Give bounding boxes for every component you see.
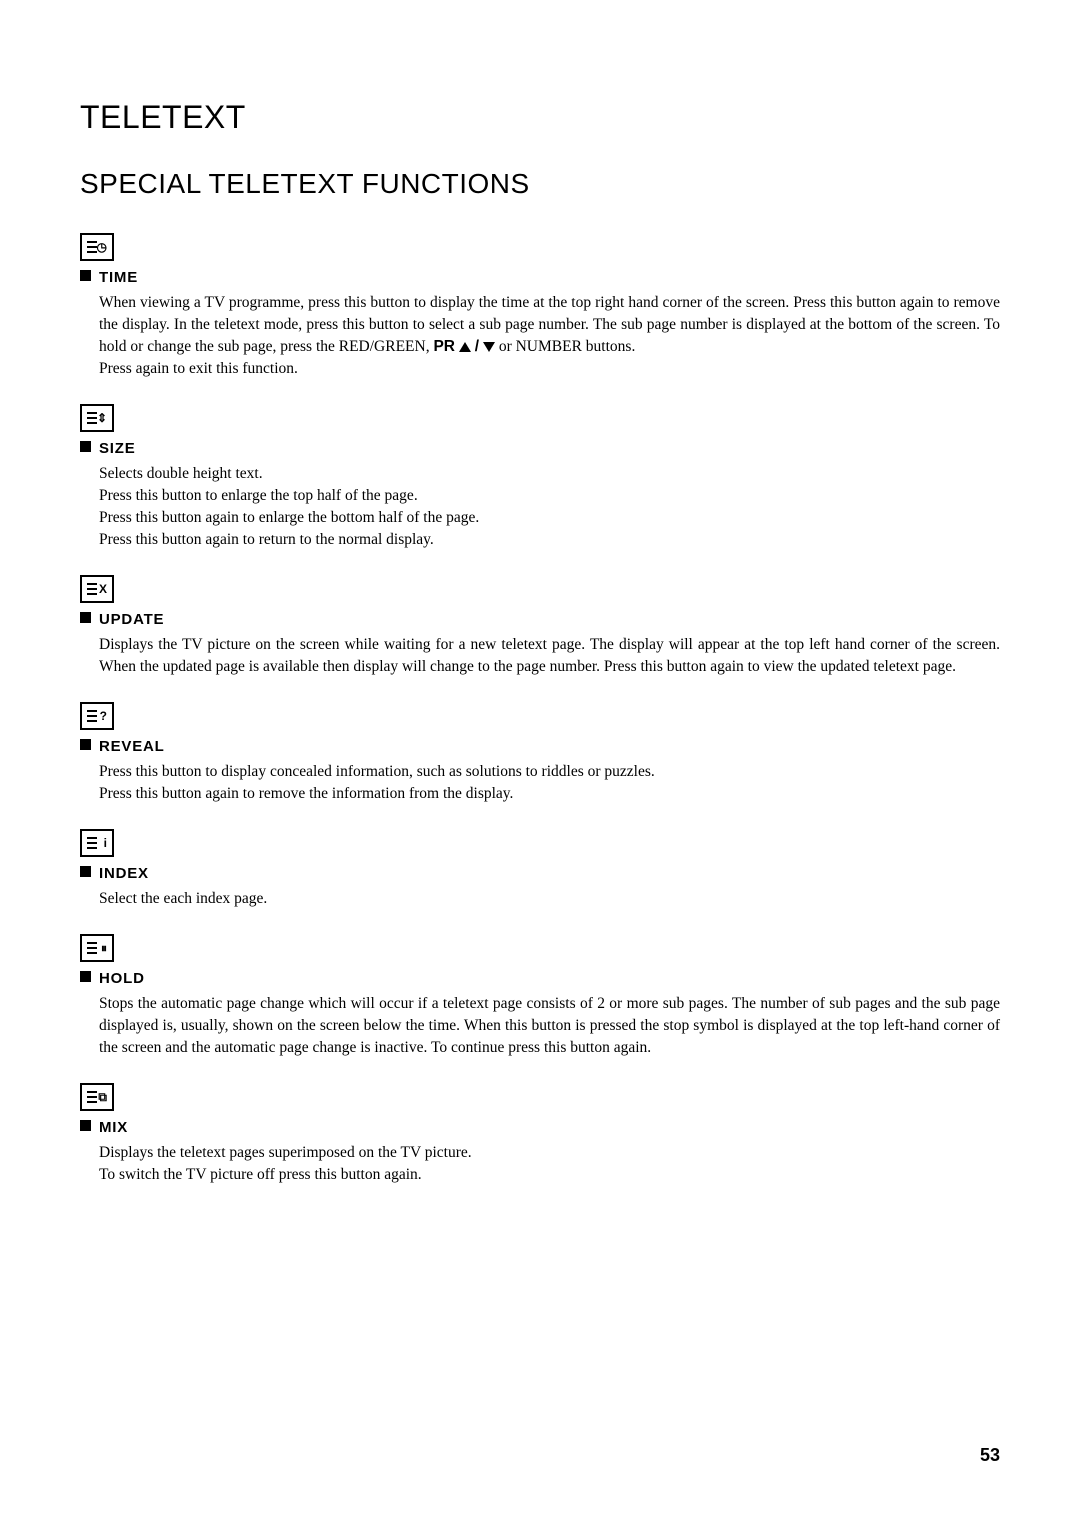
- section-heading-row: UPDATE: [80, 609, 1000, 630]
- update-icon: X: [80, 575, 114, 603]
- section-heading-row: TIME: [80, 267, 1000, 288]
- section-hold: ⏸ HOLD Stops the automatic page change whi…: [80, 934, 1000, 1059]
- section-heading: TIME: [99, 267, 138, 288]
- section-mix: ⧉ MIX Displays the teletext pages superimp…: [80, 1083, 1000, 1186]
- section-heading: REVEAL: [99, 736, 165, 757]
- section-heading: SIZE: [99, 438, 136, 459]
- bullet-icon: [80, 441, 91, 452]
- section-body: Displays the teletext pages superimposed…: [99, 1142, 1000, 1186]
- index-icon: i: [80, 829, 114, 857]
- section-body: Select the each index page.: [99, 888, 1000, 910]
- hold-icon: ⏸: [80, 934, 114, 962]
- section-body: Displays the TV picture on the screen wh…: [99, 634, 1000, 678]
- section-heading: MIX: [99, 1117, 128, 1138]
- section-heading-row: SIZE: [80, 438, 1000, 459]
- section-heading-row: MIX: [80, 1117, 1000, 1138]
- section-heading: HOLD: [99, 968, 145, 989]
- section-body: When viewing a TV programme, press this …: [99, 292, 1000, 380]
- bullet-icon: [80, 739, 91, 750]
- section-time: ◷ TIME When viewing a TV programme, press …: [80, 233, 1000, 380]
- page-title: TELETEXT: [80, 95, 1000, 140]
- section-size: ⇕ SIZE Selects double height text.Press th…: [80, 404, 1000, 551]
- bullet-icon: [80, 971, 91, 982]
- time-icon: ◷: [80, 233, 114, 261]
- section-heading-row: REVEAL: [80, 736, 1000, 757]
- reveal-icon: ?: [80, 702, 114, 730]
- section-heading-row: INDEX: [80, 863, 1000, 884]
- section-body: Stops the automatic page change which wi…: [99, 993, 1000, 1059]
- page-subtitle: SPECIAL TELETEXT FUNCTIONS: [80, 164, 1000, 203]
- bullet-icon: [80, 270, 91, 281]
- section-body: Selects double height text.Press this bu…: [99, 463, 1000, 551]
- section-heading-row: HOLD: [80, 968, 1000, 989]
- bullet-icon: [80, 866, 91, 877]
- bullet-icon: [80, 1120, 91, 1131]
- mix-icon: ⧉: [80, 1083, 114, 1111]
- section-index: i INDEX Select the each index page.: [80, 829, 1000, 910]
- page-number: 53: [980, 1443, 1000, 1468]
- bullet-icon: [80, 612, 91, 623]
- size-icon: ⇕: [80, 404, 114, 432]
- section-reveal: ? REVEAL Press this button to display conc…: [80, 702, 1000, 805]
- section-heading: UPDATE: [99, 609, 164, 630]
- section-heading: INDEX: [99, 863, 149, 884]
- section-body: Press this button to display concealed i…: [99, 761, 1000, 805]
- section-update: X UPDATE Displays the TV picture on the sc…: [80, 575, 1000, 678]
